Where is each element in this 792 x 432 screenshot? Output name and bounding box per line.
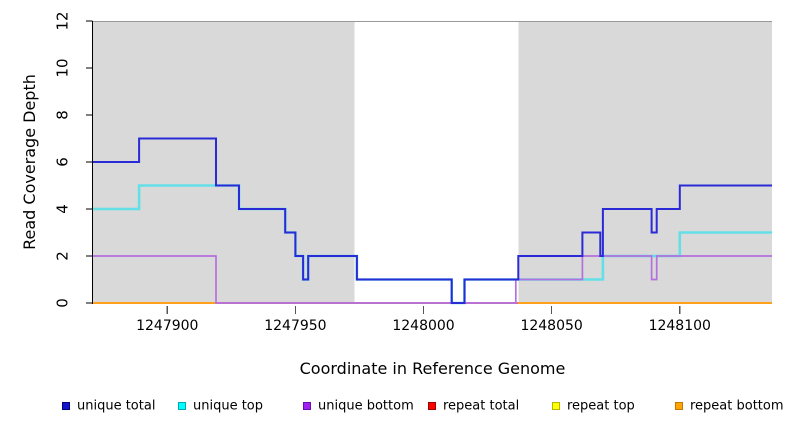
y-axis-title: Read Coverage Depth [20, 74, 39, 250]
y-tick-label: 10 [53, 58, 72, 78]
y-tick-label: 6 [53, 157, 72, 167]
y-tick-label: 4 [53, 204, 72, 214]
y-tick-label: 2 [53, 251, 72, 261]
legend-swatch-unique-top [178, 402, 186, 410]
y-tick-label: 0 [53, 298, 72, 308]
x-axis-title: Coordinate in Reference Genome [299, 359, 566, 378]
legend-label: unique bottom [318, 398, 414, 414]
y-tick-label: 8 [53, 110, 72, 120]
legend-label: unique total [77, 398, 156, 414]
legend-label: unique top [193, 398, 264, 414]
legend-swatch-repeat-total [428, 402, 436, 410]
x-tick-label: 1248100 [648, 318, 711, 334]
legend-label: repeat bottom [690, 398, 784, 414]
repeat-region-right [518, 21, 772, 303]
legend-label: repeat top [567, 398, 635, 414]
y-tick-label: 12 [53, 11, 72, 31]
series-unique-total [93, 137, 772, 304]
x-tick-label: 1248050 [520, 318, 583, 334]
x-tick-label: 1247900 [136, 318, 199, 334]
legend-label: repeat total [443, 398, 520, 414]
x-tick-label: 1248000 [392, 318, 455, 334]
unique-region-middle [354, 21, 519, 303]
series-unique-bottom [93, 255, 772, 304]
legend-swatch-unique-total [62, 402, 70, 410]
legend-swatch-unique-bottom [303, 402, 311, 410]
legend-swatch-repeat-bottom [675, 402, 683, 410]
x-tick-label: 1247950 [264, 318, 327, 334]
legend-swatch-repeat-top [552, 402, 560, 410]
